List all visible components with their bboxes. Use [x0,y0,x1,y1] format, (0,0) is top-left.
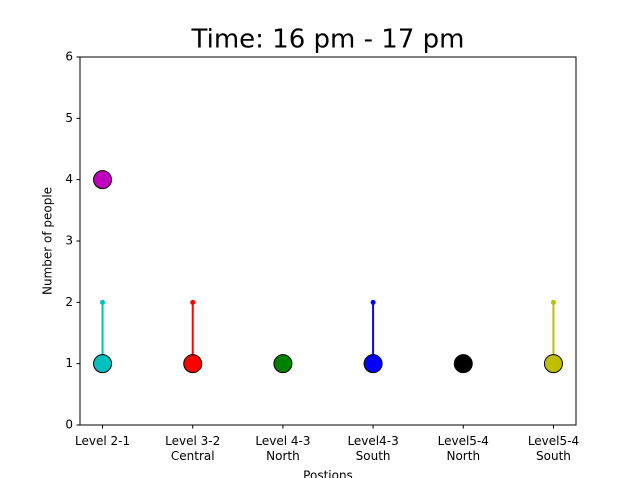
x-tick-label: Level 3-2 Central [165,434,220,463]
point [93,354,113,374]
stem-tip [550,299,556,305]
y-tick-label: 5 [65,111,73,125]
x-tick-label-line: Level4-3 [347,434,398,448]
x-tick-label: Level5-4 South [528,434,579,463]
y-tick-label: 6 [65,50,73,64]
point [453,354,473,374]
x-tick-label-line: Level 3-2 [165,434,220,448]
x-tick-label: Level5-4 North [438,434,489,463]
x-tick-label-line: Level 2-1 [75,434,130,448]
x-tick-label: Level4-3 South [347,434,398,463]
point [543,354,563,374]
x-axis-label: Postions [303,469,353,478]
x-tick-label-line: North [446,449,480,463]
stem-tip [100,299,106,305]
x-tick-label-line: Level5-4 [528,434,579,448]
x-tick-label-line: North [266,449,300,463]
x-tick-label-line: Central [171,449,215,463]
point [273,354,293,374]
x-tick-label-line: South [356,449,391,463]
x-tick-label-line: South [536,449,571,463]
point [93,170,113,190]
point [183,354,203,374]
y-axis-label: Number of people [41,187,55,295]
chart-title: Time: 16 pm - 17 pm [191,25,465,55]
x-tick-label-line: Level5-4 [438,434,489,448]
x-tick-label: Level 4-3 North [255,434,310,463]
stem-tip [190,299,196,305]
y-tick-label: 0 [65,418,73,432]
x-tick-label-line: Level 4-3 [255,434,310,448]
x-tick-label: Level 2-1 [75,434,130,448]
stem-tip [370,299,376,305]
y-tick-label: 4 [65,172,73,186]
y-tick-label: 1 [65,356,73,370]
y-tick-label: 2 [65,295,73,309]
y-tick-label: 3 [65,234,73,248]
point [363,354,383,374]
